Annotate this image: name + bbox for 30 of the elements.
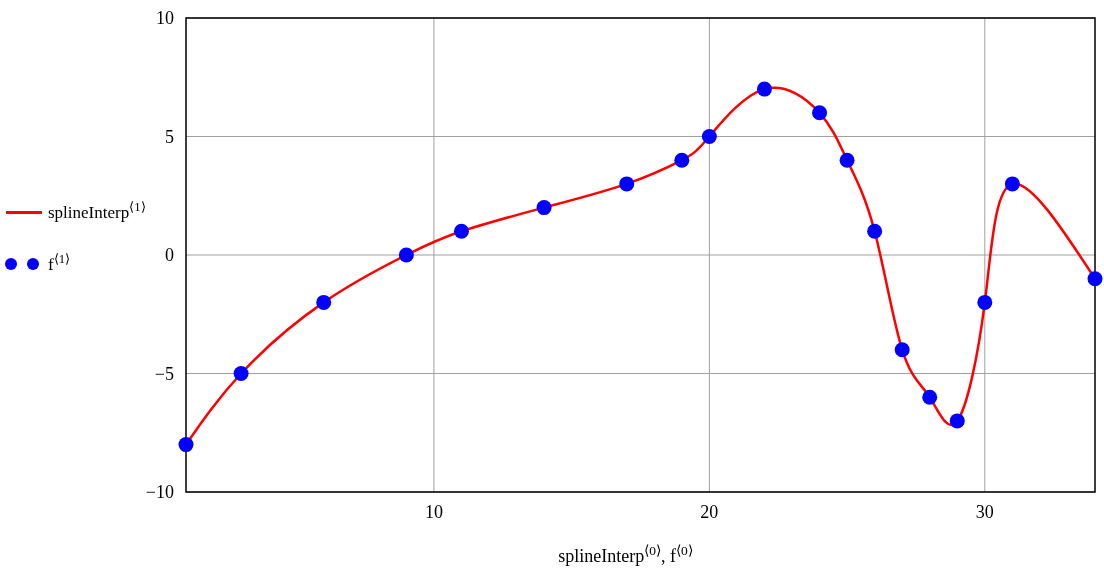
y-tick-label: 5	[165, 126, 174, 147]
point	[1004, 176, 1020, 192]
y-tick-label: −10	[145, 482, 174, 502]
point	[619, 176, 635, 192]
legend-label: splineInterp$^{⟨1⟩}$	[48, 200, 146, 222]
x-axis-title: splineInterp$^{⟨0⟩}$, f$^{⟨0⟩}$	[558, 542, 693, 566]
point	[398, 247, 414, 263]
point	[756, 81, 772, 97]
y-tick-label: 0	[165, 245, 174, 265]
point	[812, 105, 828, 121]
point	[922, 389, 938, 405]
x-tick-label: 20	[700, 502, 719, 522]
point	[894, 342, 910, 358]
point	[701, 129, 717, 144]
point	[977, 294, 993, 310]
point	[316, 294, 332, 310]
y-tick-label: 10	[156, 8, 174, 28]
point	[674, 152, 690, 168]
y-tick-label: −5	[154, 363, 174, 384]
x-tick-label: 30	[975, 502, 994, 522]
legend-label: f$^{⟨1⟩}$	[48, 252, 71, 274]
point	[233, 366, 249, 381]
x-tick-label: 10	[424, 502, 443, 522]
point	[536, 200, 552, 216]
point	[453, 223, 469, 239]
point	[178, 437, 194, 453]
point	[949, 413, 965, 429]
point	[839, 152, 855, 168]
point	[867, 223, 883, 239]
point	[1087, 271, 1103, 287]
